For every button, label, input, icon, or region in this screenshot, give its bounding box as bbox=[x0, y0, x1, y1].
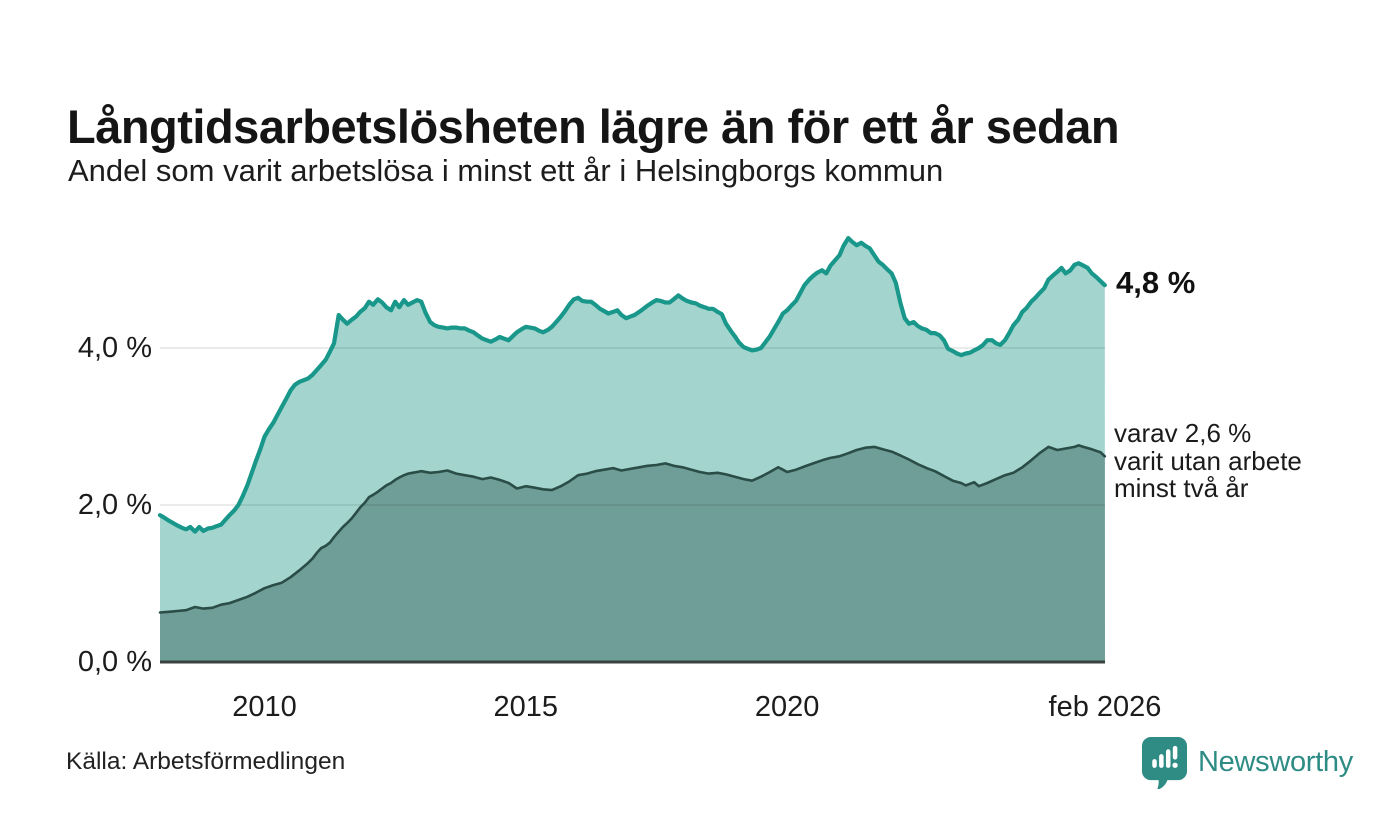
area-fill-two-years bbox=[160, 445, 1105, 662]
x-axis-tick-2010: 2010 bbox=[232, 691, 297, 723]
latest-value-label: 4,8 % bbox=[1116, 265, 1196, 300]
newsworthy-pin-icon bbox=[1141, 737, 1188, 789]
y-axis-tick-0: 0,0 % bbox=[77, 646, 152, 678]
inner-series-label-line1: varav 2,6 % bbox=[1114, 418, 1252, 448]
inner-series-label-line2: varit utan arbete bbox=[1114, 445, 1302, 476]
y-axis-tick-2: 2,0 % bbox=[77, 489, 152, 521]
y-axis-tick-4: 4,0 % bbox=[77, 332, 152, 364]
x-axis-tick-feb2026: feb 2026 bbox=[1048, 691, 1162, 723]
page-title: Långtidsarbetslösheten lägre än för ett … bbox=[67, 100, 1120, 154]
bar-chart-glyph bbox=[1152, 745, 1178, 768]
line-one-year bbox=[157, 236, 1107, 534]
line-two-years bbox=[158, 444, 1107, 614]
chart-subtitle: Andel som varit arbetslösa i minst ett å… bbox=[68, 153, 944, 188]
x-axis-tick-2020: 2020 bbox=[754, 691, 820, 723]
inner-series-label-line3: minst två år bbox=[1114, 473, 1249, 503]
newsworthy-wordmark: Newsworthy bbox=[1198, 746, 1353, 778]
x-axis-tick-2015: 2015 bbox=[493, 691, 559, 723]
newsworthy-logo-link[interactable]: Newsworthy bbox=[1141, 736, 1353, 789]
inner-series-label: varav 2,6 % varit utan arbete minst två … bbox=[1114, 418, 1302, 503]
source-note: Källa: Arbetsförmedlingen bbox=[66, 748, 346, 775]
